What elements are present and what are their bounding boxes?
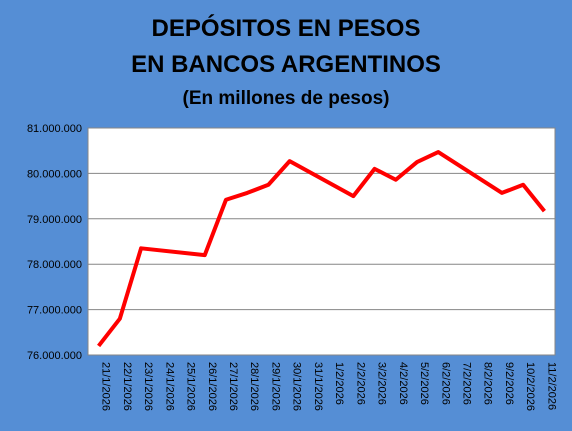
x-tick-label: 1/2/2026 [333, 362, 345, 405]
x-tick-label: 27/1/2026 [227, 362, 239, 411]
plot-border [87, 127, 556, 356]
x-tick-label: 10/2/2026 [524, 362, 536, 411]
y-tick-label: 79.000.000 [27, 214, 82, 226]
x-tick-label: 21/1/2026 [100, 362, 112, 411]
x-tick-label: 5/2/2026 [418, 362, 430, 405]
x-tick-label: 2/2/2026 [354, 362, 366, 405]
x-tick-label: 28/1/2026 [248, 362, 260, 411]
x-tick-label: 3/2/2026 [376, 362, 388, 405]
x-tick-label: 6/2/2026 [439, 362, 451, 405]
x-tick-label: 29/1/2026 [269, 362, 281, 411]
x-tick-label: 7/2/2026 [460, 362, 472, 405]
x-tick-label: 25/1/2026 [185, 362, 197, 411]
y-tick-label: 77.000.000 [27, 305, 82, 317]
x-tick-label: 22/1/2026 [121, 362, 133, 411]
x-tick-label: 23/1/2026 [142, 362, 154, 411]
plot-area [88, 128, 555, 355]
y-tick-label: 80.000.000 [27, 168, 82, 180]
x-tick-label: 24/1/2026 [163, 362, 175, 411]
chart-subtitle: (En millones de pesos) [183, 88, 390, 109]
x-tick-label: 30/1/2026 [291, 362, 303, 411]
chart-title: DEPÓSITOS EN PESOS [152, 14, 421, 42]
y-tick-label: 78.000.000 [27, 259, 82, 271]
chart-title: EN BANCOS ARGENTINOS [131, 51, 441, 78]
x-tick-label: 4/2/2026 [397, 362, 409, 405]
line-series [97, 150, 546, 348]
y-tick-label: 76.000.000 [27, 350, 82, 362]
x-tick-label: 9/2/2026 [503, 362, 515, 405]
x-tick-label: 11/2/2026 [545, 362, 557, 410]
x-tick-label: 31/1/2026 [312, 362, 324, 411]
x-tick-label: 26/1/2026 [206, 362, 218, 411]
y-tick-label: 81.000.000 [27, 123, 82, 135]
x-tick-label: 8/2/2026 [482, 362, 494, 405]
